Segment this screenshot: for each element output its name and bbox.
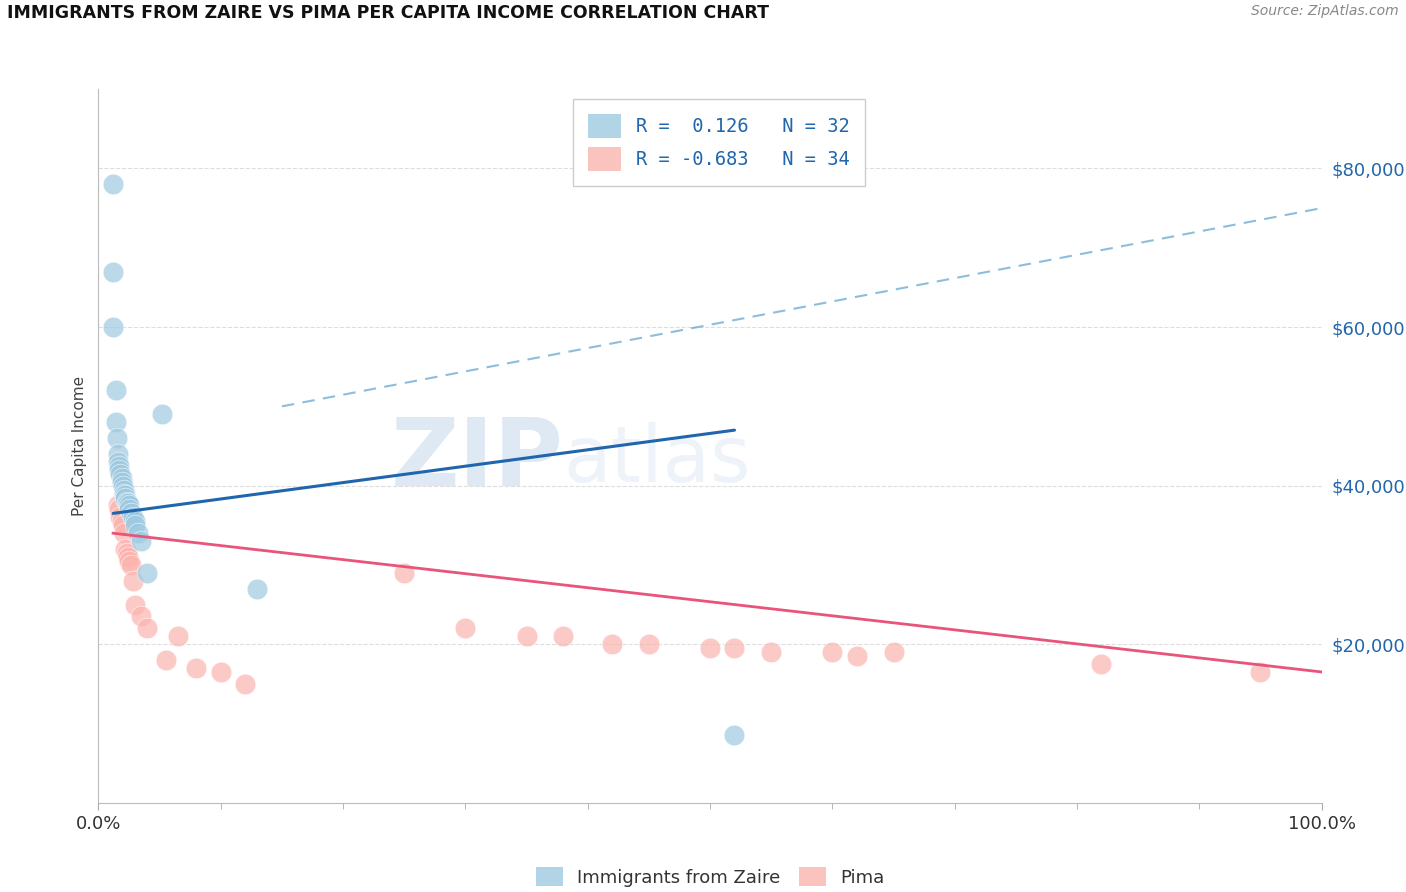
- Point: [883, 645, 905, 659]
- Point: [118, 554, 141, 568]
- Point: [107, 499, 129, 513]
- Text: IMMIGRANTS FROM ZAIRE VS PIMA PER CAPITA INCOME CORRELATION CHART: IMMIGRANTS FROM ZAIRE VS PIMA PER CAPITA…: [7, 4, 769, 22]
- Point: [637, 637, 661, 651]
- Point: [553, 629, 575, 643]
- Point: [111, 478, 134, 492]
- Point: [761, 645, 783, 659]
- Point: [723, 728, 745, 742]
- Point: [114, 491, 136, 505]
- Point: [127, 526, 149, 541]
- Point: [118, 502, 141, 516]
- Text: ZIP: ZIP: [391, 414, 564, 507]
- Point: [112, 483, 135, 497]
- Point: [121, 510, 143, 524]
- Point: [114, 542, 136, 557]
- Point: [120, 558, 142, 572]
- Point: [186, 661, 208, 675]
- Point: [120, 507, 142, 521]
- Point: [108, 463, 131, 477]
- Point: [104, 415, 127, 429]
- Point: [112, 486, 135, 500]
- Point: [110, 510, 132, 524]
- Point: [209, 665, 232, 679]
- Point: [454, 621, 477, 635]
- Text: Source: ZipAtlas.com: Source: ZipAtlas.com: [1251, 4, 1399, 19]
- Y-axis label: Per Capita Income: Per Capita Income: [72, 376, 87, 516]
- Point: [118, 499, 141, 513]
- Point: [111, 518, 134, 533]
- Point: [111, 514, 134, 528]
- Point: [114, 488, 136, 502]
- Point: [723, 641, 745, 656]
- Point: [136, 566, 159, 580]
- Text: atlas: atlas: [564, 422, 751, 499]
- Point: [110, 467, 132, 481]
- Point: [845, 649, 868, 664]
- Point: [155, 653, 177, 667]
- Point: [515, 629, 537, 643]
- Point: [600, 637, 623, 651]
- Point: [246, 582, 269, 596]
- Point: [233, 677, 256, 691]
- Point: [101, 178, 124, 192]
- Point: [115, 546, 138, 560]
- Point: [124, 518, 146, 533]
- Point: [129, 534, 152, 549]
- Point: [105, 431, 128, 445]
- Point: [108, 458, 131, 473]
- Point: [121, 574, 143, 588]
- Point: [821, 645, 844, 659]
- Point: [392, 566, 416, 580]
- Point: [117, 496, 139, 510]
- Point: [124, 514, 146, 528]
- Point: [112, 526, 135, 541]
- Point: [117, 549, 139, 564]
- Point: [1090, 657, 1112, 671]
- Point: [101, 264, 124, 278]
- Point: [104, 384, 127, 398]
- Point: [107, 455, 129, 469]
- Point: [108, 502, 131, 516]
- Point: [101, 320, 124, 334]
- Legend: Immigrants from Zaire, Pima: Immigrants from Zaire, Pima: [536, 867, 884, 887]
- Point: [111, 471, 134, 485]
- Point: [167, 629, 190, 643]
- Point: [107, 447, 129, 461]
- Point: [150, 407, 173, 421]
- Point: [136, 621, 159, 635]
- Point: [124, 598, 146, 612]
- Point: [111, 475, 134, 489]
- Point: [115, 494, 138, 508]
- Point: [699, 641, 721, 656]
- Point: [1249, 665, 1271, 679]
- Point: [129, 609, 152, 624]
